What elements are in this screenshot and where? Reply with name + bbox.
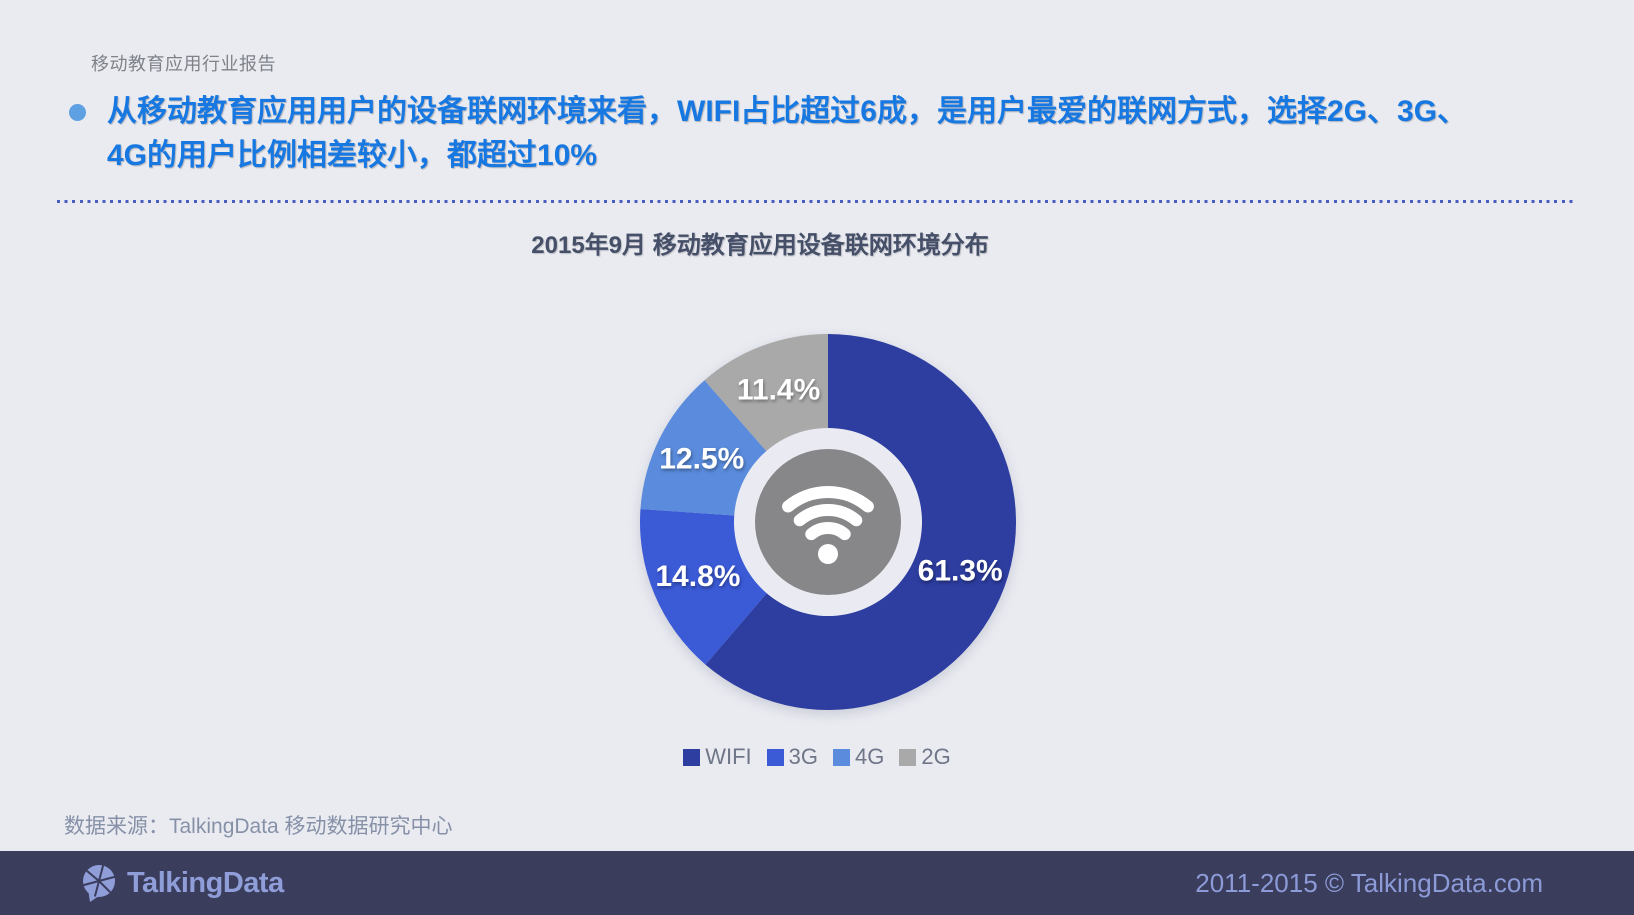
footer-bar: TalkingData 2011-2015 © TalkingData.com [0,851,1634,915]
footer-copyright: 2011-2015 © TalkingData.com [1195,867,1543,898]
headline: 从移动教育应用用户的设备联网环境来看，WIFI占比超过6成，是用户最爱的联网方式… [107,90,1547,178]
headline-line-2: 4G的用户比例相差较小，都超过10% [107,139,598,172]
legend-item-wifi: WIFI [683,744,752,770]
legend-swatch-2g [899,748,917,766]
slice-label-4g: 12.5% [659,443,744,476]
legend-label-2g: 2G [921,744,951,769]
legend-item-2g: 2G [899,744,951,770]
legend-label-wifi: WIFI [705,744,752,769]
legend-label-3g: 3G [788,744,819,769]
talkingdata-logo-text: TalkingData [127,866,284,899]
talkingdata-logo-icon [83,865,115,902]
chart-title: 2015年9月 移动教育应用设备联网环境分布 [531,232,989,259]
dotted-divider [57,200,1573,203]
legend-item-4g: 4G [833,744,884,770]
legend-swatch-3g [766,748,784,766]
slice-label-wifi: 61.3% [918,555,1003,588]
data-source: 数据来源：TalkingData 移动数据研究中心 [64,815,453,838]
headline-line-1: 从移动教育应用用户的设备联网环境来看，WIFI占比超过6成，是用户最爱的联网方式… [107,95,1468,128]
report-title: 移动教育应用行业报告 [91,54,276,74]
bullet-icon [69,104,86,121]
chart-legend: WIFI 3G 4G 2G [0,744,1634,770]
talkingdata-logo: TalkingData [78,862,284,904]
wifi-icon [782,485,874,564]
legend-item-3g: 3G [766,744,819,770]
wifi-icon-background [755,449,901,595]
slice-label-2g: 11.4% [737,373,820,406]
legend-swatch-wifi [683,748,701,766]
slice-labels: 61.3% 14.8% 12.5% 11.4% [655,373,1002,593]
legend-swatch-4g [833,748,851,766]
slice-label-3g: 14.8% [655,560,740,593]
donut-chart: 61.3% 14.8% 12.5% 11.4% [640,334,1016,710]
legend-label-4g: 4G [855,744,885,769]
